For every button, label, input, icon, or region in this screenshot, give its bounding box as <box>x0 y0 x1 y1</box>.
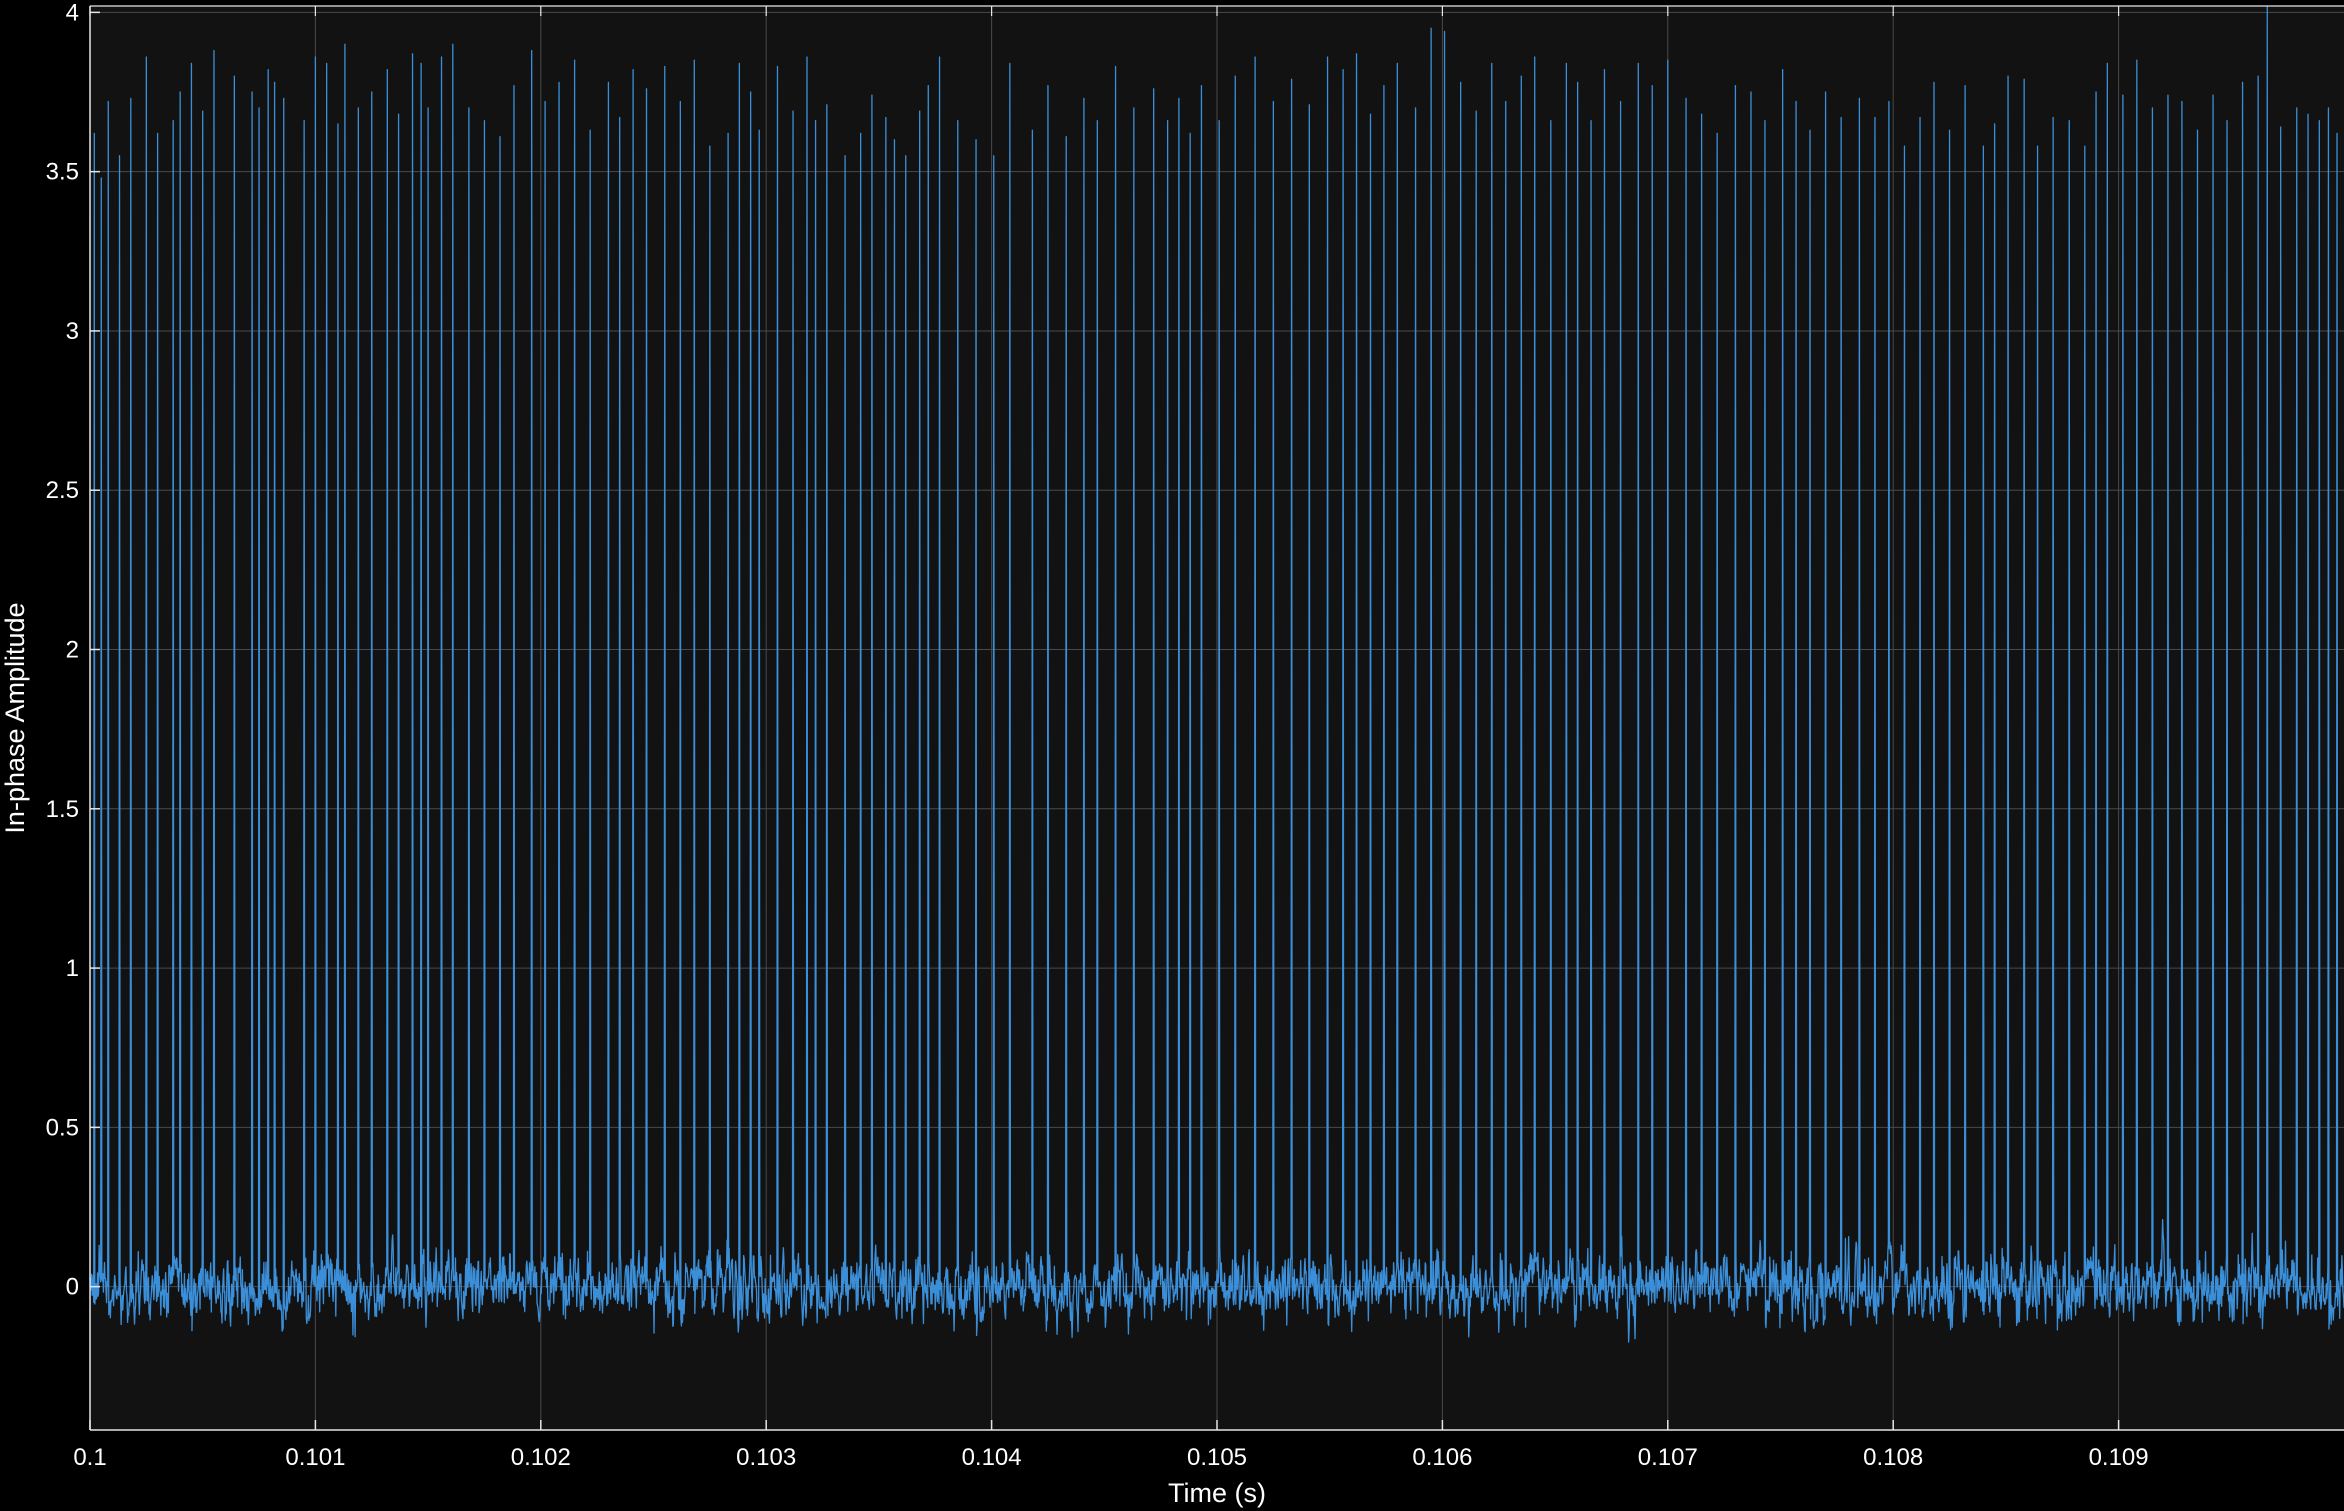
x-tick-label: 0.101 <box>285 1444 345 1471</box>
y-tick-label: 0.5 <box>46 1114 79 1141</box>
x-tick-label: 0.109 <box>2089 1444 2149 1471</box>
y-ticks: 0 0.5 1 1.5 2 2.5 3 3.5 4 <box>46 0 100 1301</box>
y-tick-label: 1.5 <box>46 796 79 823</box>
y-tick-label: 2 <box>66 637 79 664</box>
x-tick-label: 0.102 <box>511 1444 571 1471</box>
y-tick-label: 1 <box>66 955 79 982</box>
x-tick-label: 0.1 <box>73 1444 106 1471</box>
series-line <box>89 5 2344 1343</box>
x-tick-label: 0.106 <box>1412 1444 1472 1471</box>
x-tick-label: 0.105 <box>1187 1444 1247 1471</box>
y-tick-label: 3 <box>66 318 79 345</box>
x-ticks: 0.1 0.101 0.102 0.103 0.104 0.105 0.106 0.107 0.… <box>73 6 2149 1471</box>
y-tick-label: 2.5 <box>46 477 79 504</box>
x-tick-label: 0.103 <box>736 1444 796 1471</box>
y-tick-label: 3.5 <box>46 159 79 186</box>
x-tick-label: 0.108 <box>1863 1444 1923 1471</box>
x-tick-label: 0.107 <box>1638 1444 1698 1471</box>
x-axis-label: Time (s) <box>1168 1478 1266 1508</box>
y-tick-label: 4 <box>66 0 79 26</box>
x-tick-label: 0.104 <box>962 1444 1022 1471</box>
in-phase-signal-line <box>89 5 2344 1343</box>
y-axis-label: In-phase Amplitude <box>0 602 30 833</box>
y-tick-label: 0 <box>66 1274 79 1301</box>
